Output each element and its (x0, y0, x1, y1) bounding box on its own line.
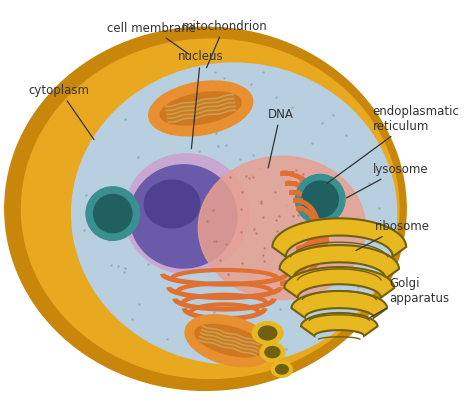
Polygon shape (280, 245, 399, 279)
Ellipse shape (160, 92, 241, 126)
Ellipse shape (302, 182, 338, 218)
Ellipse shape (265, 347, 280, 358)
Ellipse shape (124, 155, 248, 274)
Text: ribosome: ribosome (356, 220, 429, 251)
Polygon shape (292, 291, 387, 318)
Ellipse shape (258, 326, 277, 340)
Polygon shape (284, 267, 394, 298)
Ellipse shape (272, 362, 292, 377)
Ellipse shape (144, 181, 200, 228)
Text: lysosome: lysosome (346, 163, 428, 198)
Ellipse shape (130, 165, 237, 268)
Ellipse shape (86, 187, 139, 241)
Ellipse shape (260, 343, 285, 362)
Ellipse shape (195, 325, 264, 357)
Ellipse shape (5, 28, 406, 391)
Text: mitochondrion: mitochondrion (182, 20, 267, 68)
Ellipse shape (72, 64, 397, 364)
Ellipse shape (198, 157, 365, 300)
Ellipse shape (252, 322, 283, 345)
Text: DNA: DNA (268, 108, 293, 169)
Ellipse shape (185, 315, 273, 366)
Text: cytoplasm: cytoplasm (28, 83, 94, 140)
Polygon shape (273, 219, 406, 257)
Ellipse shape (94, 195, 132, 233)
Text: cell membrane: cell membrane (107, 22, 195, 55)
Text: endoplasmatic
reticulum: endoplasmatic reticulum (327, 105, 460, 184)
Ellipse shape (149, 82, 253, 137)
Ellipse shape (21, 40, 399, 378)
Ellipse shape (275, 365, 288, 374)
Ellipse shape (295, 175, 345, 225)
Text: nucleus: nucleus (178, 50, 224, 149)
Polygon shape (301, 313, 377, 336)
Text: Golgi
apparatus: Golgi apparatus (370, 276, 449, 317)
